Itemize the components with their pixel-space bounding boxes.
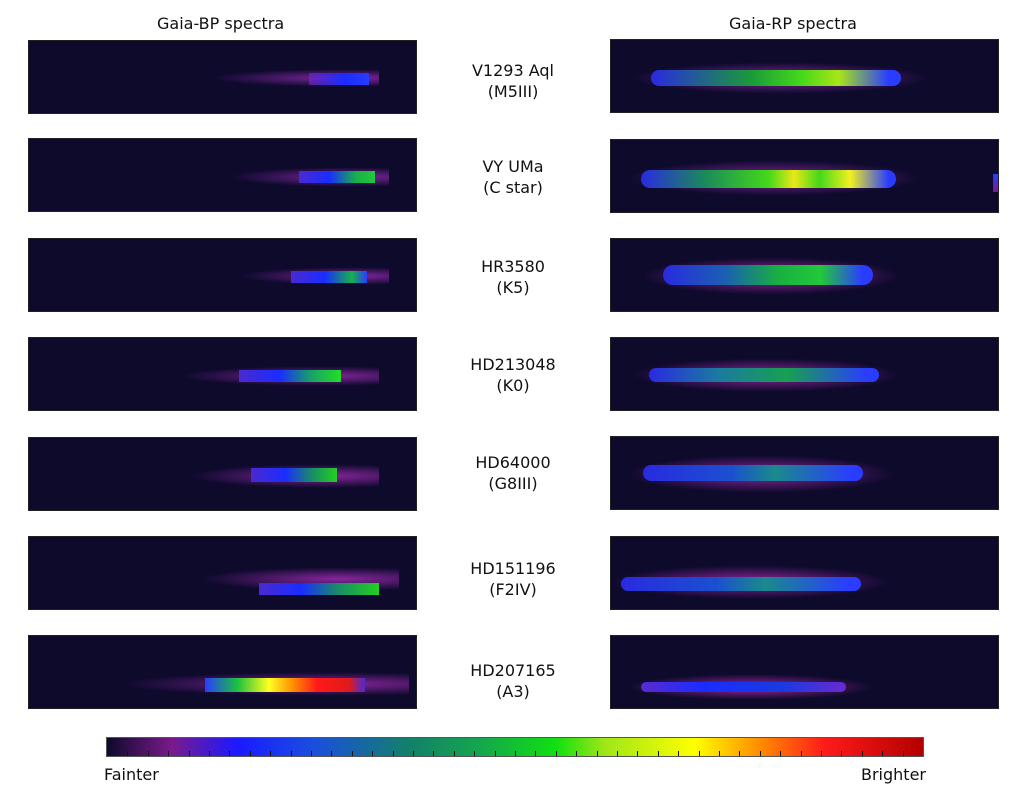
- colorbar-tick: [311, 751, 312, 756]
- rp-column-title: Gaia-RP spectra: [729, 14, 857, 33]
- bp-spectrum-hd64000: [28, 437, 417, 511]
- colorbar-tick: [617, 751, 618, 756]
- bp-spectrum-hd151196: [28, 536, 417, 610]
- colorbar-tick: [515, 751, 516, 756]
- colorbar-tick: [352, 751, 353, 756]
- rp-spectrum-vy-uma: [610, 139, 999, 213]
- bp-spectrum-vy-uma: [28, 138, 417, 212]
- colorbar-tick: [189, 751, 190, 756]
- colorbar-tick: [270, 751, 271, 756]
- bp-column-title: Gaia-BP spectra: [157, 14, 285, 33]
- colorbar-tick: [760, 751, 761, 756]
- rp-spectrum-hd64000: [610, 436, 999, 510]
- star-label-vy-uma: VY UMa (C star): [482, 157, 544, 197]
- colorbar-tick: [597, 751, 598, 756]
- rp-spectrum-hd207165: [610, 635, 999, 709]
- colorbar-tick: [678, 751, 679, 756]
- colorbar-tick: [148, 751, 149, 756]
- colorbar-tick: [229, 751, 230, 756]
- colorbar-tick: [719, 751, 720, 756]
- colorbar-tick: [780, 751, 781, 756]
- colorbar-tick: [495, 751, 496, 756]
- colorbar-tick: [474, 751, 475, 756]
- bp-spectrum-hd207165: [28, 635, 417, 709]
- colorbar-tick: [801, 751, 802, 756]
- colorbar-tick: [127, 751, 128, 756]
- colorbar-tick: [331, 751, 332, 756]
- colorbar-tick: [699, 751, 700, 756]
- star-label-hr3580: HR3580 (K5): [481, 257, 545, 297]
- colorbar-tick: [637, 751, 638, 756]
- colorbar-tick: [821, 751, 822, 756]
- colorbar-tick: [841, 751, 842, 756]
- rp-spectrum-hr3580: [610, 238, 999, 312]
- bp-spectrum-hd213048: [28, 337, 417, 411]
- colorbar-tick: [556, 751, 557, 756]
- star-label-hd151196: HD151196 (F2IV): [470, 559, 556, 599]
- star-label-hd207165: HD207165 (A3): [470, 661, 556, 701]
- colorbar-tick: [372, 751, 373, 756]
- colorbar-tick: [882, 751, 883, 756]
- colorbar-tick: [903, 751, 904, 756]
- colorbar-tick: [454, 751, 455, 756]
- colorbar-tick: [862, 751, 863, 756]
- colorbar-tick: [291, 751, 292, 756]
- colorbar-tick: [535, 751, 536, 756]
- colorbar-tick: [658, 751, 659, 756]
- star-label-v1293-aql: V1293 Aql (M5III): [471, 61, 554, 101]
- star-label-hd64000: HD64000 (G8III): [475, 453, 551, 493]
- rp-spectrum-hd151196: [610, 536, 999, 610]
- bp-spectrum-hr3580: [28, 238, 417, 312]
- colorbar-tick: [413, 751, 414, 756]
- colorbar-label-brighter: Brighter: [861, 765, 926, 784]
- colorbar-tick: [576, 751, 577, 756]
- bp-spectrum-v1293-aql: [28, 40, 417, 114]
- star-label-hd213048: HD213048 (K0): [470, 355, 556, 395]
- rp-spectrum-v1293-aql: [610, 39, 999, 113]
- brightness-colorbar: [106, 737, 924, 757]
- rp-spectrum-hd213048: [610, 337, 999, 411]
- colorbar-tick: [168, 751, 169, 756]
- colorbar-tick: [250, 751, 251, 756]
- colorbar-tick: [739, 751, 740, 756]
- colorbar-tick: [209, 751, 210, 756]
- colorbar-label-fainter: Fainter: [104, 765, 159, 784]
- colorbar-tick: [433, 751, 434, 756]
- colorbar-tick: [393, 751, 394, 756]
